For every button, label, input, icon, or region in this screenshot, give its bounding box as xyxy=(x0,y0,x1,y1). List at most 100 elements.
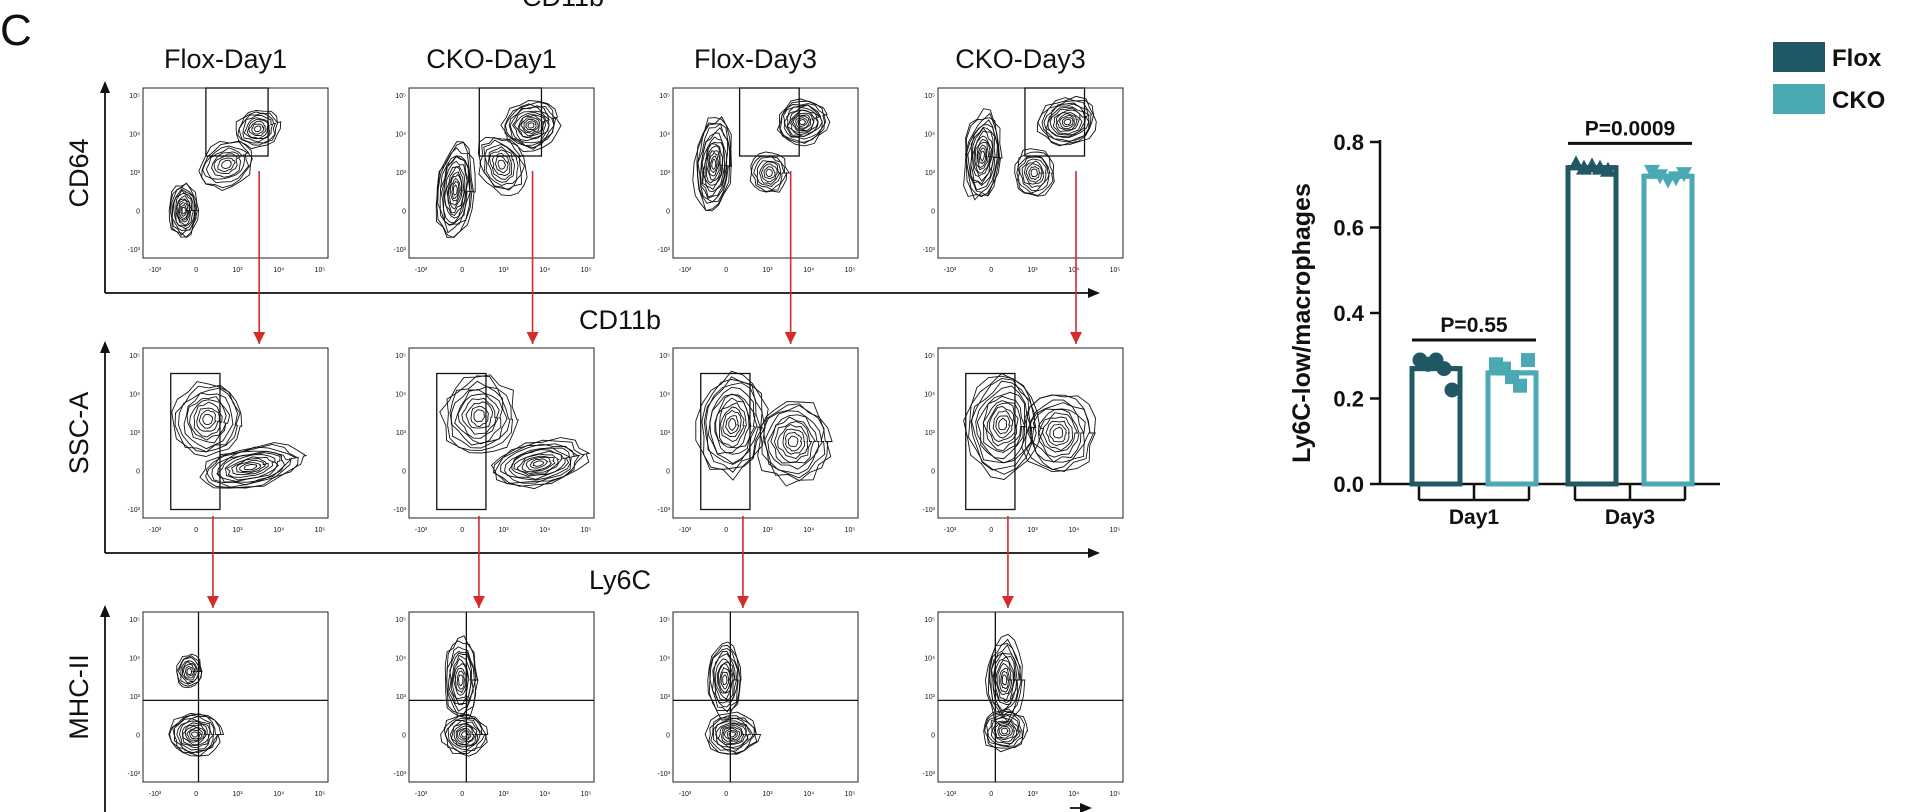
contour-line xyxy=(715,658,736,701)
y-tick-label: 0 xyxy=(931,733,935,740)
contour-line xyxy=(456,670,466,690)
contour-line xyxy=(968,373,1037,475)
contour-line xyxy=(178,387,238,453)
contour-line xyxy=(763,166,776,180)
contour-line xyxy=(443,160,468,219)
contour-line xyxy=(243,117,271,140)
y-tick-label: 10⁴ xyxy=(129,392,140,399)
contour-line xyxy=(985,713,1023,747)
bar-cko xyxy=(1641,173,1695,487)
contour-line xyxy=(504,447,572,481)
contour-line xyxy=(993,721,1015,740)
x-tick-label: 10⁵ xyxy=(315,527,326,534)
gate-box xyxy=(1024,87,1086,157)
contour-line xyxy=(976,141,989,171)
contour-line xyxy=(785,431,803,452)
gate-arrowhead xyxy=(1070,332,1083,344)
y-tick-label: -10³ xyxy=(923,507,936,514)
contour-line xyxy=(697,123,731,204)
x-tick-label: -10³ xyxy=(149,267,162,274)
x-tick-label: Day3 xyxy=(1605,506,1655,529)
panel-frame xyxy=(937,347,1124,519)
y-tick-label: 10⁵ xyxy=(129,353,140,360)
contour-line xyxy=(988,405,1017,443)
contour-line xyxy=(1019,156,1050,192)
contour-line xyxy=(449,178,461,202)
legend-label-cko: CKO xyxy=(1832,87,1885,114)
contour-line xyxy=(436,141,475,239)
contour-line xyxy=(705,382,761,465)
data-point xyxy=(1444,382,1460,398)
panel-frame xyxy=(142,611,329,783)
contour-line xyxy=(998,417,1008,431)
contour-line xyxy=(221,159,232,170)
contour-line xyxy=(773,421,813,463)
x-tick-label: -10³ xyxy=(415,267,428,274)
y-tick-label: 10⁴ xyxy=(924,132,935,139)
y-tick-label: 10³ xyxy=(660,430,671,437)
contour-line xyxy=(763,404,826,479)
contour-line xyxy=(972,130,994,182)
y-tick-label: 0.0 xyxy=(1333,472,1364,497)
contour-line xyxy=(439,155,472,226)
x-tick-label: 0 xyxy=(989,791,993,798)
contour-line xyxy=(202,413,213,426)
x-tick-label: 10⁵ xyxy=(845,527,856,534)
contour-line xyxy=(992,651,1017,706)
contour-line xyxy=(759,403,829,482)
gate-arrowhead xyxy=(253,332,266,344)
flow-panel: -10³ -10³ 0 0 10³ 10³ 10⁴ 10⁴ 10⁵ 10⁵ xyxy=(128,87,329,344)
contour-line xyxy=(527,122,535,129)
contour-line xyxy=(508,105,555,147)
x-tick-label: 10⁴ xyxy=(1068,267,1079,274)
contour-line xyxy=(454,389,503,445)
gate-arrowhead xyxy=(472,596,485,608)
x-tick-label: -10³ xyxy=(415,527,428,534)
contour-line xyxy=(182,724,208,746)
x-tick-label: 10⁴ xyxy=(273,267,284,274)
contour-line xyxy=(473,409,486,423)
contour-line xyxy=(196,407,220,432)
contour-line xyxy=(1061,117,1074,128)
column-title-1: CKO-Day1 xyxy=(426,44,557,74)
x-tick-label: 10⁵ xyxy=(581,791,592,798)
x-tick-label: 10⁴ xyxy=(273,527,284,534)
contour-line xyxy=(1025,162,1043,183)
contour-line xyxy=(757,401,833,487)
contour-line xyxy=(722,726,744,742)
contour-line xyxy=(993,655,1016,704)
y-tick-label: 10⁴ xyxy=(395,132,406,139)
contour-line xyxy=(525,456,552,471)
contour-line xyxy=(710,717,757,754)
contour-line xyxy=(253,125,262,133)
y-tick-label: 0 xyxy=(666,209,670,216)
contour-line xyxy=(777,423,809,460)
contour-line xyxy=(701,378,766,470)
contour-line xyxy=(461,397,497,435)
contour-line xyxy=(997,662,1013,696)
y-tick-label: 10³ xyxy=(925,694,936,701)
contour-line xyxy=(709,394,756,455)
y-axis-title: Ly6C-low/macrophages xyxy=(1288,183,1316,463)
contour-line xyxy=(176,198,191,223)
contour-line xyxy=(452,184,458,196)
legend-label-flox: Flox xyxy=(1832,45,1882,72)
contour-line xyxy=(1052,109,1083,135)
y-tick-label: 10⁴ xyxy=(659,132,670,139)
contour-line xyxy=(529,458,549,469)
contour-line xyxy=(217,157,236,173)
contour-line xyxy=(454,668,467,694)
contour-line xyxy=(1028,166,1041,181)
contour-line xyxy=(500,443,579,484)
y-tick-label: -10³ xyxy=(923,771,936,778)
contour-line xyxy=(176,653,203,689)
significance-label: P=0.0009 xyxy=(1585,117,1676,140)
contour-line xyxy=(982,400,1022,452)
flow-panel: -10³ -10³ 0 0 10³ 10³ 10⁴ 10⁴ 10⁵ 10⁵ xyxy=(128,347,329,608)
contour-line xyxy=(770,416,817,464)
contour-line xyxy=(509,106,550,144)
contour-line xyxy=(517,114,546,139)
x-tick-label: 10³ xyxy=(1027,267,1038,274)
y-tick-label: 10³ xyxy=(130,430,141,437)
